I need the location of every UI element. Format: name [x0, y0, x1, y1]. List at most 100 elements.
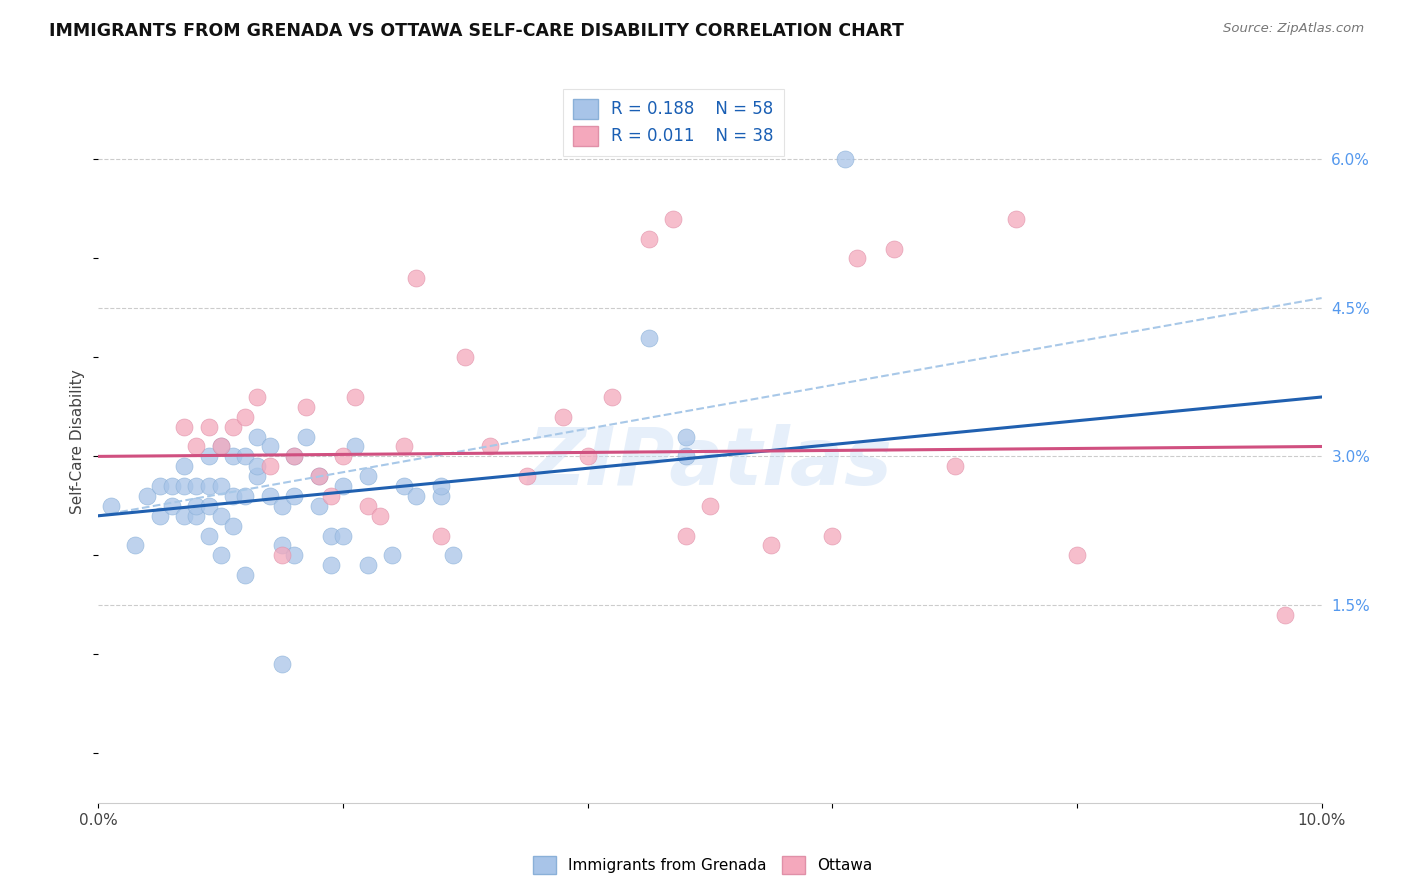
Point — [1274, 607, 1296, 622]
Text: Source: ZipAtlas.com: Source: ZipAtlas.com — [1223, 22, 1364, 36]
Point — [197, 528, 219, 542]
Point — [270, 539, 292, 553]
Point — [381, 549, 404, 563]
Point — [173, 508, 195, 523]
Point — [295, 400, 318, 414]
Point — [283, 549, 305, 563]
Point — [759, 539, 782, 553]
Point — [209, 440, 232, 454]
Point — [332, 450, 354, 464]
Point — [600, 390, 623, 404]
Point — [222, 419, 245, 434]
Point — [441, 549, 464, 563]
Point — [233, 568, 256, 582]
Point — [259, 489, 281, 503]
Point — [308, 469, 330, 483]
Point — [356, 499, 378, 513]
Text: ZIPatlas: ZIPatlas — [527, 425, 893, 502]
Point — [149, 508, 172, 523]
Point — [222, 450, 245, 464]
Point — [246, 429, 269, 443]
Point — [186, 440, 208, 454]
Point — [124, 539, 146, 553]
Point — [845, 252, 868, 266]
Point — [1066, 549, 1088, 563]
Point — [270, 499, 292, 513]
Point — [405, 489, 427, 503]
Point — [283, 450, 305, 464]
Point — [160, 479, 183, 493]
Point — [186, 499, 208, 513]
Point — [270, 549, 292, 563]
Point — [233, 489, 256, 503]
Point — [675, 528, 697, 542]
Point — [233, 450, 256, 464]
Point — [222, 489, 245, 503]
Point — [209, 440, 232, 454]
Point — [259, 459, 281, 474]
Point — [173, 459, 195, 474]
Point — [209, 508, 232, 523]
Y-axis label: Self-Care Disability: Self-Care Disability — [70, 369, 86, 514]
Text: IMMIGRANTS FROM GRENADA VS OTTAWA SELF-CARE DISABILITY CORRELATION CHART: IMMIGRANTS FROM GRENADA VS OTTAWA SELF-C… — [49, 22, 904, 40]
Point — [222, 518, 245, 533]
Point — [516, 469, 538, 483]
Point — [834, 153, 856, 167]
Point — [637, 232, 661, 246]
Point — [392, 479, 416, 493]
Point — [308, 469, 330, 483]
Point — [209, 479, 232, 493]
Point — [821, 528, 844, 542]
Point — [209, 549, 232, 563]
Point — [197, 419, 219, 434]
Point — [478, 440, 501, 454]
Point — [259, 440, 281, 454]
Point — [173, 419, 195, 434]
Point — [356, 558, 378, 573]
Point — [283, 450, 305, 464]
Point — [699, 499, 721, 513]
Point — [332, 479, 354, 493]
Point — [344, 390, 367, 404]
Point — [430, 489, 453, 503]
Point — [246, 469, 269, 483]
Point — [430, 479, 453, 493]
Point — [283, 489, 305, 503]
Point — [637, 330, 661, 344]
Point — [553, 409, 575, 424]
Point — [675, 429, 697, 443]
Point — [270, 657, 292, 672]
Legend: R = 0.188    N = 58, R = 0.011    N = 38: R = 0.188 N = 58, R = 0.011 N = 38 — [562, 88, 783, 156]
Point — [392, 440, 416, 454]
Point — [1004, 211, 1026, 226]
Point — [576, 450, 599, 464]
Point — [197, 450, 219, 464]
Point — [197, 479, 219, 493]
Point — [149, 479, 172, 493]
Point — [246, 390, 269, 404]
Point — [233, 409, 256, 424]
Point — [368, 508, 391, 523]
Point — [246, 459, 269, 474]
Point — [943, 459, 966, 474]
Legend: Immigrants from Grenada, Ottawa: Immigrants from Grenada, Ottawa — [527, 850, 879, 880]
Point — [883, 242, 905, 256]
Point — [173, 479, 195, 493]
Point — [319, 558, 342, 573]
Point — [100, 499, 122, 513]
Point — [675, 450, 697, 464]
Point — [662, 211, 685, 226]
Point — [344, 440, 367, 454]
Point — [197, 499, 219, 513]
Point — [295, 429, 318, 443]
Point — [186, 479, 208, 493]
Point — [319, 528, 342, 542]
Point — [332, 528, 354, 542]
Point — [454, 351, 477, 365]
Point — [405, 271, 427, 285]
Point — [308, 499, 330, 513]
Point — [160, 499, 183, 513]
Point — [430, 528, 453, 542]
Point — [356, 469, 378, 483]
Point — [186, 508, 208, 523]
